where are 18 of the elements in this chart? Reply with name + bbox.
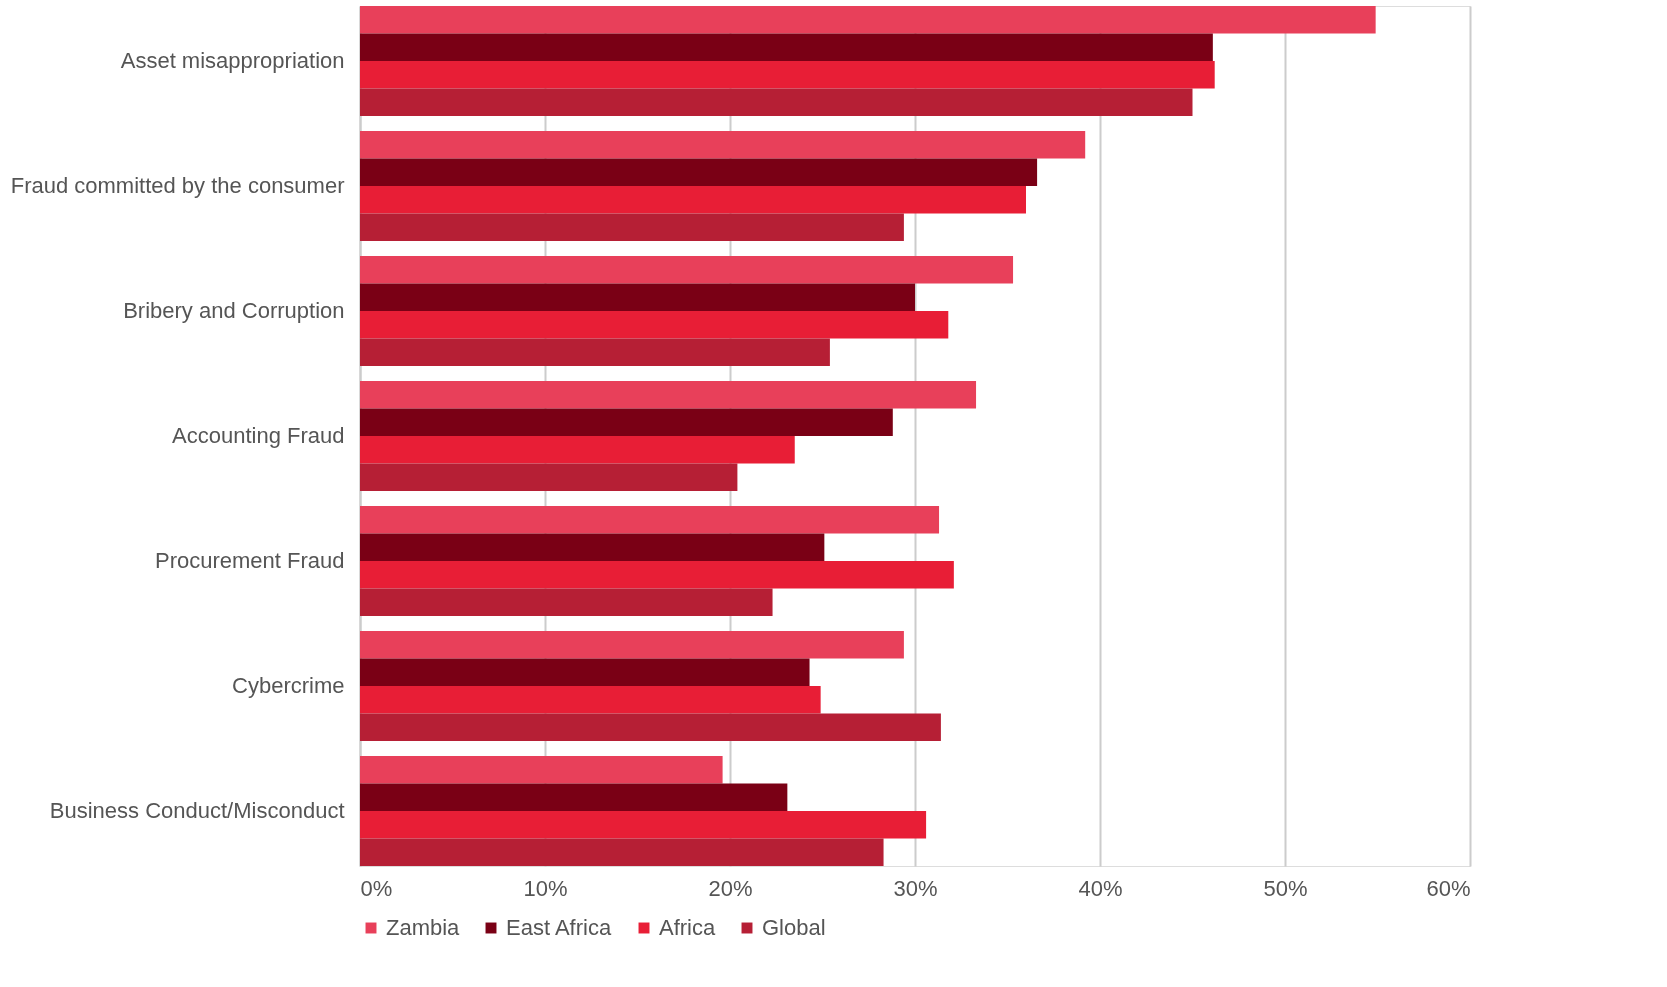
x-tick-label: 30% (893, 875, 938, 901)
y-tick-label: Asset misappropriation (120, 48, 345, 73)
legend-label: Africa (659, 915, 716, 940)
y-tick-label: Procurement Fraud (154, 548, 345, 573)
y-tick-label: Cybercrime (232, 673, 345, 698)
y-tick-label: Accounting Fraud (172, 423, 345, 448)
legend-label: Global (762, 915, 826, 940)
legend-label: Zambia (386, 915, 461, 940)
legend-label: East Africa (506, 915, 612, 940)
x-tick-label: 60% (1426, 875, 1471, 901)
x-tick-label: 0% (360, 875, 393, 901)
x-tick-label: 40% (1078, 875, 1123, 901)
y-tick-label: Business Conduct/Misconduct (49, 798, 345, 823)
y-tick-label: Bribery and Corruption (123, 298, 345, 323)
x-tick-label: 20% (708, 875, 753, 901)
x-tick-label: 10% (523, 875, 568, 901)
x-tick-label: 50% (1263, 875, 1308, 901)
y-tick-label: Fraud committed by the consumer (10, 173, 345, 198)
